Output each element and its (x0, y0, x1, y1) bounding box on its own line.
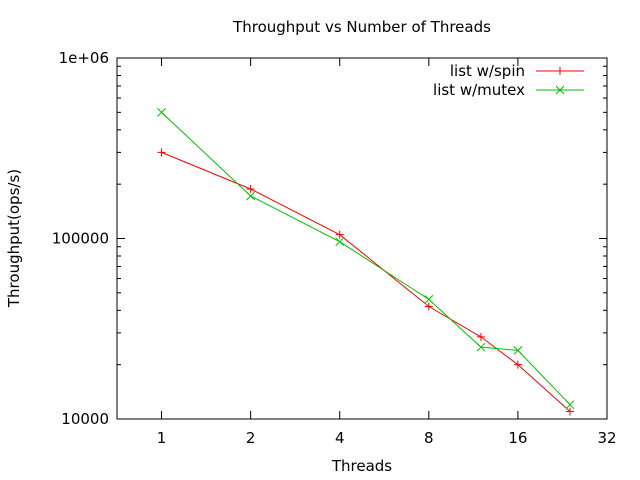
data-point (246, 185, 255, 194)
x-tick-label: 2 (246, 429, 256, 447)
x-tick-label: 8 (424, 429, 434, 447)
x-axis-label: Threads (331, 457, 392, 475)
data-point (476, 342, 486, 352)
axis-ticks (117, 57, 608, 420)
series-layer (157, 107, 575, 416)
series-1 (157, 148, 575, 416)
x-tick-label: 4 (335, 429, 345, 447)
y-axis-label: Throughput(ops/s) (5, 169, 23, 308)
data-point (513, 346, 523, 355)
y-tick-label: 10000 (61, 410, 109, 428)
data-point (424, 295, 434, 304)
legend-marker (555, 85, 565, 95)
data-point (424, 302, 433, 311)
legend-marker (556, 67, 564, 75)
x-tick-label: 32 (597, 429, 616, 447)
data-point (335, 230, 344, 239)
y-tick-label: 1e+06 (59, 49, 109, 67)
data-point (565, 400, 575, 410)
y-tick-label: 100000 (52, 230, 109, 248)
x-tick-label: 1 (157, 429, 167, 447)
data-point (476, 332, 485, 341)
data-point (157, 148, 166, 157)
data-point (513, 360, 522, 369)
data-point (566, 407, 575, 416)
data-point (335, 237, 345, 247)
data-point (157, 107, 166, 117)
x-tick-label: 16 (508, 429, 527, 447)
legend-label: list w/spin (450, 62, 525, 80)
legend-label: list w/mutex (433, 81, 525, 99)
chart-title: Throughput vs Number of Threads (232, 18, 491, 36)
data-point (246, 191, 255, 201)
axis-tick-labels: 1 2 4 8 16 32 10000 100000 1e+06 (52, 49, 617, 447)
series-2 (157, 107, 575, 410)
